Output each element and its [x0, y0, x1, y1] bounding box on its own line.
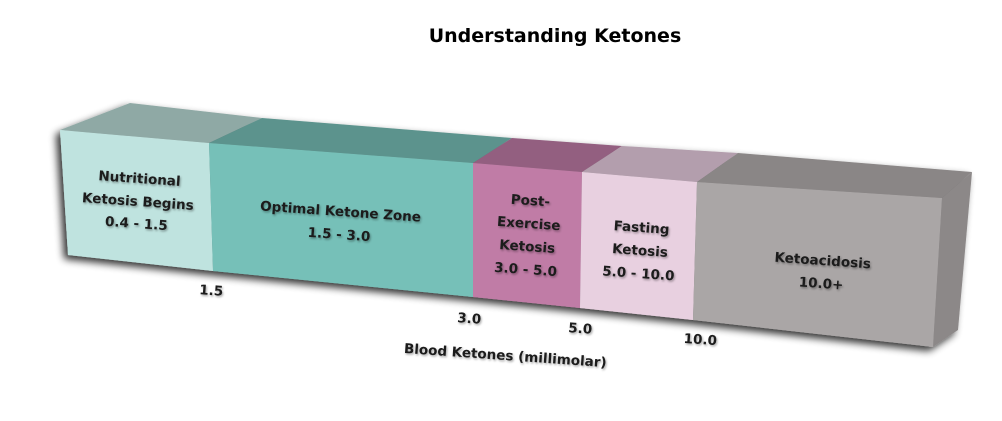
label-line: Fasting [613, 218, 670, 238]
label-line: Post- [510, 192, 550, 211]
label-line: 3.0 - 5.0 [494, 260, 558, 280]
segment-1-top [60, 103, 262, 143]
label-line: 5.0 - 10.0 [602, 263, 675, 284]
segment-5-front [693, 182, 942, 347]
label-line: Ketoacidosis [774, 250, 871, 273]
label-line: 10.0+ [798, 274, 844, 293]
label-line: Ketosis [499, 237, 556, 257]
segment-4-label: Fasting Ketosis 5.0 - 10.0 [602, 218, 675, 284]
tick-label: 3.0 [457, 310, 482, 328]
bar-3d [60, 103, 972, 347]
segment-3-label: Post- Exercise Ketosis 3.0 - 5.0 [494, 192, 561, 280]
segment-4-front [580, 172, 697, 320]
tick-label: 1.5 [199, 282, 224, 300]
segment-5-label: Ketoacidosis 10.0+ [774, 250, 871, 294]
segment-3-top [473, 138, 622, 172]
segment-4-top [582, 146, 738, 182]
label-line: Ketosis [612, 241, 669, 261]
tick-label: 5.0 [568, 320, 593, 338]
tick-label: 10.0 [683, 331, 717, 349]
segment-1-label: Nutritional Ketosis Begins 0.4 - 1.5 [81, 168, 194, 234]
segment-2-front [209, 143, 473, 297]
label-line: Exercise [496, 214, 561, 234]
label-line: Ketosis Begins [81, 190, 194, 214]
bar-right-side [933, 172, 972, 347]
segment-1-front [60, 130, 213, 271]
label-line: 1.5 - 3.0 [307, 225, 371, 245]
segment-5-top [697, 153, 972, 198]
segment-2-top [209, 118, 512, 163]
label-line: Nutritional [98, 168, 181, 190]
axis-label: Blood Ketones (millimolar) [403, 341, 607, 371]
segment-3-front [473, 163, 582, 308]
label-line: 0.4 - 1.5 [104, 214, 168, 234]
diagram-title: Understanding Ketones [429, 25, 682, 47]
